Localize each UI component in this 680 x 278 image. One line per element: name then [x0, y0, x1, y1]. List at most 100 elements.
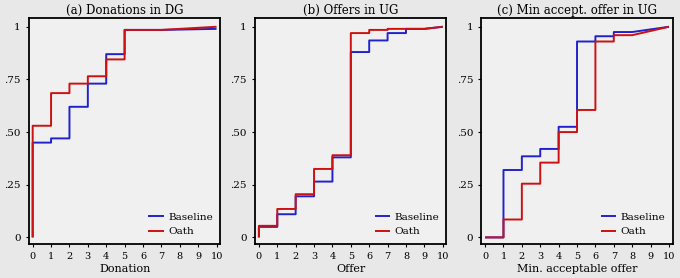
Legend: Baseline, Oath: Baseline, Oath — [596, 208, 670, 240]
Oath — [157, 28, 165, 32]
Oath — [555, 130, 563, 134]
Baseline — [499, 168, 507, 172]
X-axis label: Offer: Offer — [336, 264, 365, 274]
X-axis label: Donation: Donation — [99, 264, 150, 274]
Oath — [610, 34, 618, 37]
Baseline — [402, 27, 410, 31]
Oath — [84, 75, 92, 78]
Baseline — [102, 53, 110, 56]
Baseline — [347, 156, 355, 159]
Baseline — [481, 236, 489, 239]
Baseline — [384, 39, 392, 42]
Oath — [573, 108, 581, 112]
Oath — [536, 161, 544, 164]
Oath — [273, 207, 282, 211]
Oath — [84, 82, 92, 85]
Oath — [592, 108, 600, 112]
Baseline — [255, 236, 263, 239]
Oath — [628, 34, 636, 37]
Baseline — [536, 155, 544, 158]
Oath — [29, 124, 37, 127]
Baseline — [310, 195, 318, 198]
Oath — [310, 193, 318, 196]
Oath — [439, 25, 447, 28]
Baseline — [292, 213, 300, 216]
Baseline — [29, 236, 37, 239]
Oath — [384, 27, 392, 31]
Baseline — [402, 31, 410, 35]
Baseline — [102, 82, 110, 85]
Oath — [347, 153, 355, 157]
Oath — [573, 130, 581, 134]
Oath — [517, 182, 526, 185]
Baseline — [665, 25, 673, 28]
Oath — [555, 161, 563, 164]
Oath — [212, 25, 220, 28]
Oath — [65, 82, 73, 85]
Baseline — [65, 137, 73, 140]
Baseline — [610, 34, 618, 38]
Oath — [120, 58, 129, 61]
Oath — [365, 28, 373, 32]
Oath — [120, 28, 129, 32]
Oath — [347, 31, 355, 35]
Baseline — [47, 137, 55, 140]
Baseline — [255, 236, 263, 239]
Oath — [536, 182, 544, 185]
Oath — [592, 40, 600, 43]
Line: Oath: Oath — [33, 27, 216, 237]
Title: (a) Donations in DG: (a) Donations in DG — [66, 4, 184, 17]
Baseline — [610, 30, 618, 34]
Line: Oath: Oath — [259, 27, 443, 237]
Oath — [481, 236, 489, 239]
Oath — [365, 31, 373, 35]
Baseline — [573, 125, 581, 128]
Oath — [29, 236, 37, 239]
Oath — [65, 91, 73, 95]
Baseline — [481, 236, 489, 239]
Oath — [29, 236, 37, 239]
Oath — [255, 224, 263, 227]
Oath — [255, 236, 263, 239]
Line: Oath: Oath — [485, 27, 669, 237]
Baseline — [328, 180, 337, 183]
Oath — [310, 167, 318, 171]
Baseline — [84, 82, 92, 85]
Oath — [292, 207, 300, 211]
Baseline — [273, 225, 282, 229]
Legend: Baseline, Oath: Baseline, Oath — [144, 208, 217, 240]
Baseline — [347, 50, 355, 54]
Oath — [47, 91, 55, 95]
Baseline — [310, 180, 318, 183]
Baseline — [517, 168, 526, 172]
Baseline — [212, 27, 220, 31]
Oath — [665, 25, 673, 28]
Oath — [610, 40, 618, 43]
Baseline — [120, 28, 129, 32]
Baseline — [439, 25, 447, 28]
Baseline — [365, 50, 373, 54]
Line: Baseline: Baseline — [485, 27, 669, 237]
Baseline — [420, 27, 428, 31]
Baseline — [292, 195, 300, 198]
Title: (c) Min accept. offer in UG: (c) Min accept. offer in UG — [497, 4, 657, 17]
Baseline — [120, 53, 129, 56]
Oath — [481, 236, 489, 239]
Oath — [517, 218, 526, 221]
Oath — [255, 236, 263, 239]
Baseline — [255, 225, 263, 229]
Baseline — [592, 34, 600, 38]
Baseline — [157, 28, 165, 32]
Baseline — [592, 40, 600, 43]
Line: Baseline: Baseline — [259, 27, 443, 237]
Oath — [384, 28, 392, 32]
Oath — [47, 124, 55, 127]
Baseline — [29, 141, 37, 144]
Baseline — [628, 30, 636, 34]
Baseline — [555, 125, 563, 128]
X-axis label: Min. acceptable offer: Min. acceptable offer — [517, 264, 637, 274]
Oath — [102, 58, 110, 61]
Baseline — [384, 31, 392, 35]
Oath — [102, 75, 110, 78]
Oath — [499, 218, 507, 221]
